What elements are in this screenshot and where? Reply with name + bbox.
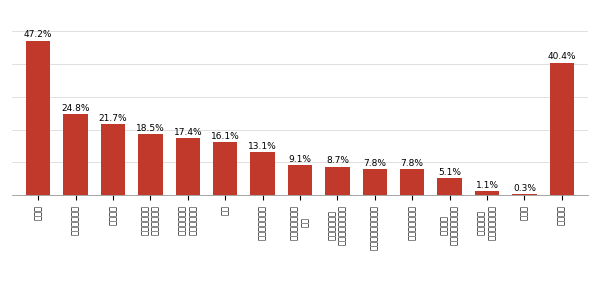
Text: 5.1%: 5.1% — [438, 168, 461, 177]
Text: 16.1%: 16.1% — [211, 132, 239, 141]
Text: 47.2%: 47.2% — [24, 30, 52, 39]
Bar — [288, 165, 312, 195]
Text: 8.7%: 8.7% — [326, 156, 349, 165]
Bar — [250, 152, 275, 195]
Bar — [400, 169, 424, 195]
Text: 21.7%: 21.7% — [98, 114, 127, 123]
Bar — [176, 138, 200, 195]
Text: 40.4%: 40.4% — [548, 52, 576, 62]
Bar — [512, 194, 536, 195]
Text: 7.8%: 7.8% — [364, 159, 386, 168]
Bar — [475, 191, 499, 195]
Bar — [362, 169, 387, 195]
Bar — [325, 167, 350, 195]
Text: 18.5%: 18.5% — [136, 124, 165, 133]
Bar — [26, 40, 50, 195]
Text: 7.8%: 7.8% — [401, 159, 424, 168]
Text: 17.4%: 17.4% — [173, 128, 202, 137]
Bar — [550, 63, 574, 195]
Bar — [437, 178, 462, 195]
Bar — [64, 114, 88, 195]
Text: 24.8%: 24.8% — [61, 103, 90, 112]
Bar — [101, 124, 125, 195]
Text: 0.3%: 0.3% — [513, 184, 536, 193]
Bar — [138, 134, 163, 195]
Text: 9.1%: 9.1% — [289, 155, 311, 164]
Bar — [213, 142, 238, 195]
Text: 1.1%: 1.1% — [476, 181, 499, 190]
Text: 13.1%: 13.1% — [248, 142, 277, 151]
